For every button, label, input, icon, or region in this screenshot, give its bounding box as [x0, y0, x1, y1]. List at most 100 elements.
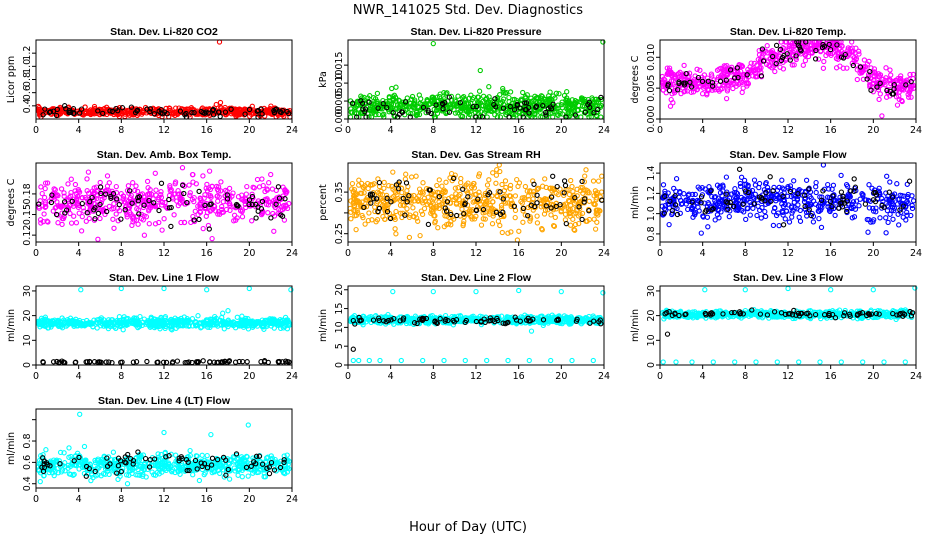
data-point	[393, 208, 399, 215]
data-point	[484, 182, 491, 188]
data-point	[459, 113, 466, 119]
data-point	[222, 187, 229, 194]
data-point	[189, 109, 195, 116]
data-point	[779, 177, 785, 183]
data-point	[704, 92, 710, 98]
data-point	[736, 166, 743, 172]
y-tick-label: 1.4	[646, 166, 657, 181]
data-point	[486, 177, 492, 183]
data-point	[350, 100, 356, 106]
data-point	[97, 201, 103, 208]
data-point	[249, 193, 256, 200]
data-point	[571, 102, 577, 108]
data-point	[158, 198, 164, 205]
data-point	[103, 191, 109, 197]
data-point	[552, 95, 558, 101]
data-point	[421, 205, 428, 212]
data-point	[65, 181, 71, 187]
data-point	[411, 192, 417, 199]
data-point	[470, 104, 476, 110]
data-point	[431, 112, 437, 118]
data-point	[229, 193, 235, 199]
data-point	[220, 310, 226, 316]
data-point	[750, 65, 756, 72]
data-point	[266, 180, 272, 186]
data-point	[175, 202, 181, 209]
data-point	[119, 105, 126, 111]
data-point	[197, 195, 203, 201]
data-point	[53, 211, 60, 218]
data-point	[554, 183, 560, 190]
data-point	[599, 173, 605, 179]
data-point	[593, 196, 599, 203]
x-tick-label: 16	[201, 371, 213, 382]
data-point	[827, 46, 834, 53]
data-point	[78, 287, 84, 293]
data-point	[526, 110, 532, 116]
data-point	[383, 192, 390, 199]
data-point	[676, 71, 682, 77]
data-point	[500, 85, 506, 92]
data-point	[854, 67, 860, 73]
data-point	[592, 226, 599, 232]
data-point	[415, 104, 421, 110]
data-point	[79, 195, 86, 201]
data-point	[215, 211, 221, 217]
data-point	[482, 201, 488, 207]
data-point	[102, 205, 109, 211]
data-point	[44, 180, 51, 186]
data-point	[527, 214, 533, 220]
data-point	[94, 195, 100, 202]
data-point	[51, 196, 57, 203]
data-point	[444, 90, 450, 96]
data-point	[204, 188, 211, 194]
data-point	[697, 67, 703, 73]
data-point	[493, 172, 500, 178]
data-point	[152, 170, 158, 176]
data-point	[210, 106, 217, 113]
data-point	[469, 216, 475, 222]
data-point	[572, 221, 579, 228]
data-point	[590, 178, 597, 184]
data-point	[68, 220, 75, 226]
data-point	[76, 189, 83, 195]
data-point	[520, 219, 526, 225]
y-tick-label: 20	[22, 310, 33, 322]
data-point	[269, 186, 276, 192]
data-point	[110, 191, 117, 197]
data-point	[200, 225, 206, 232]
data-point	[158, 110, 164, 116]
data-point	[877, 215, 883, 221]
data-point	[595, 212, 601, 218]
data-point	[239, 214, 246, 220]
data-point	[500, 105, 507, 111]
data-point	[358, 203, 364, 209]
data-point	[246, 106, 253, 113]
data-point	[135, 201, 141, 207]
data-point	[254, 176, 261, 183]
data-point	[210, 206, 216, 212]
data-point	[502, 178, 509, 184]
data-point	[256, 184, 263, 190]
data-point	[488, 108, 494, 115]
data-point	[879, 113, 885, 119]
data-point	[271, 110, 278, 116]
data-point	[676, 79, 682, 85]
data-point	[118, 216, 124, 222]
data-point	[213, 101, 219, 108]
data-point	[48, 199, 55, 206]
data-point	[598, 96, 604, 103]
data-point	[758, 215, 764, 221]
data-point	[539, 227, 545, 233]
data-point	[189, 196, 195, 203]
data-point	[514, 237, 521, 243]
x-tick-label: 20	[867, 125, 879, 136]
data-point	[444, 109, 450, 115]
data-point	[283, 203, 289, 209]
data-point	[754, 212, 760, 219]
data-point	[393, 231, 399, 237]
data-point	[723, 174, 730, 180]
data-point	[404, 188, 410, 194]
data-points	[347, 287, 606, 364]
data-point	[480, 103, 486, 109]
